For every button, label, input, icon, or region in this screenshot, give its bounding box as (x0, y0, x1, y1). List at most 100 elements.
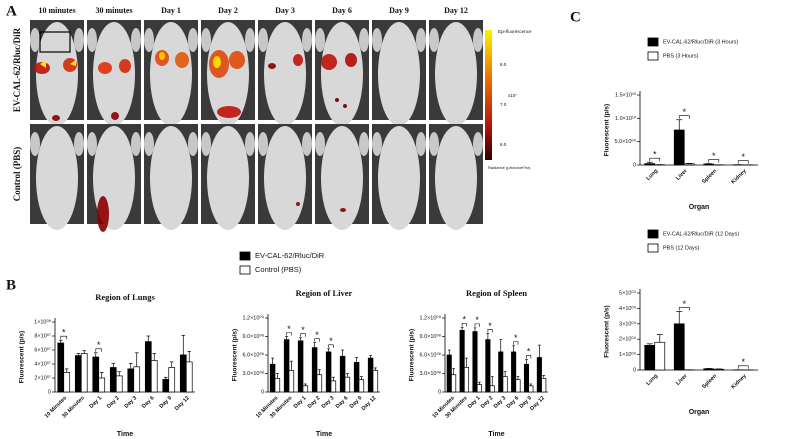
legend-label: EV-CAL-62/Rluc/DiR (12 Days) (663, 231, 739, 237)
significance-star: * (741, 152, 745, 162)
y-tick-label: 1.2×10⁰⁹ (419, 314, 441, 321)
bar (511, 351, 517, 393)
mouse-arm (372, 28, 382, 52)
bar (713, 368, 725, 371)
bar (541, 378, 547, 393)
x-tick-label: Spleen (701, 373, 718, 390)
column-label: 10 minutes (38, 6, 75, 15)
mouse-arm (359, 28, 369, 52)
x-tick-label: Day 1 (293, 395, 308, 410)
bar (485, 339, 491, 393)
mouse-body (207, 22, 249, 126)
mouse-arm (87, 28, 97, 52)
y-tick-label: 4×10⁰⁹ (619, 305, 636, 312)
signal (213, 56, 221, 68)
mouse-arm (315, 28, 325, 52)
bar (150, 360, 158, 393)
mouse-body (321, 22, 363, 126)
bar (274, 378, 281, 393)
significance-star: * (329, 336, 333, 346)
colorbar-tick: 8.0 (500, 62, 507, 67)
bar (515, 379, 521, 393)
bar (316, 374, 323, 393)
bar (168, 367, 176, 393)
bar (297, 340, 304, 393)
y-tick-label: 0 (633, 367, 636, 373)
x-tick-label: Day 2 (480, 395, 495, 410)
legend-swatch (647, 229, 659, 239)
x-tick-label: Day 2 (106, 395, 121, 410)
signal (335, 98, 339, 102)
mouse-body (36, 22, 78, 126)
legend-swatch (239, 265, 251, 275)
bar (63, 372, 71, 393)
colorbar-tick: 6.0 (500, 142, 507, 147)
x-axis-label: Time (117, 431, 133, 438)
significance-star: * (741, 357, 745, 367)
mouse-body (435, 126, 477, 230)
x-tick-label: Day 6 (335, 395, 350, 410)
panel-label: B (6, 277, 16, 293)
signal (52, 115, 60, 121)
bar (703, 163, 715, 166)
mouse-arm (429, 132, 439, 156)
arrow-marker (40, 60, 46, 68)
bar (344, 376, 351, 393)
y-tick-label: 0 (48, 389, 51, 395)
legend-label: Control (PBS) (255, 265, 302, 274)
mouse-body (150, 126, 192, 230)
bar (673, 323, 685, 371)
mouse-arm (258, 132, 268, 156)
colorbar-title: Epi-fluorescence (498, 29, 532, 34)
legend-swatch (647, 243, 659, 253)
bar (446, 354, 452, 393)
y-tick-label: 5.0×10⁰⁹ (614, 138, 636, 145)
signal (229, 51, 245, 69)
bar (127, 368, 135, 393)
mouse-body (207, 126, 249, 230)
significance-star: * (463, 315, 467, 325)
x-tick-label: Day 1 (467, 395, 482, 410)
y-tick-label: 2×10⁰⁷ (34, 374, 51, 381)
x-tick-label: Day 3 (321, 395, 336, 410)
column-label: 30 minutes (95, 6, 132, 15)
signal (97, 196, 109, 232)
arrow-marker (70, 60, 76, 66)
x-axis-label: Time (488, 431, 504, 438)
x-tick-label: Kidney (730, 168, 748, 186)
signal (175, 52, 189, 68)
mouse-arm (188, 28, 198, 52)
significance-bracket (678, 307, 690, 311)
x-tick-label: Day 1 (89, 395, 104, 410)
y-tick-label: 1×10⁰⁹ (619, 351, 636, 358)
y-axis-label: Fluorescent (p/s) (409, 329, 416, 381)
bar (311, 347, 318, 393)
y-tick-label: 1×10⁰⁸ (34, 318, 51, 325)
bar (353, 362, 360, 393)
mouse-body (435, 22, 477, 126)
bar (476, 384, 482, 393)
significance-star: * (514, 333, 518, 343)
mouse-arm (258, 28, 268, 52)
significance-bracket (314, 338, 320, 342)
significance-star: * (682, 107, 686, 117)
mouse-arm (245, 28, 255, 52)
bar (372, 370, 379, 393)
mouse-body (264, 126, 306, 230)
bar (80, 353, 88, 393)
significance-bracket (513, 341, 519, 345)
significance-bracket (526, 355, 532, 359)
x-axis-label: Organ (689, 409, 710, 416)
bar (358, 379, 365, 393)
x-tick-label: Day 3 (124, 395, 139, 410)
y-tick-label: 4×10⁰⁷ (34, 360, 51, 367)
x-tick-label: Day 9 (159, 395, 174, 410)
bar (339, 355, 346, 393)
significance-star: * (527, 347, 531, 357)
y-axis-label: Fluorescent (p/s) (604, 104, 611, 156)
significance-star: * (653, 150, 657, 160)
mouse-arm (30, 28, 40, 52)
y-tick-label: 3.0×10⁰⁸ (419, 370, 441, 377)
significance-bracket (60, 335, 68, 340)
